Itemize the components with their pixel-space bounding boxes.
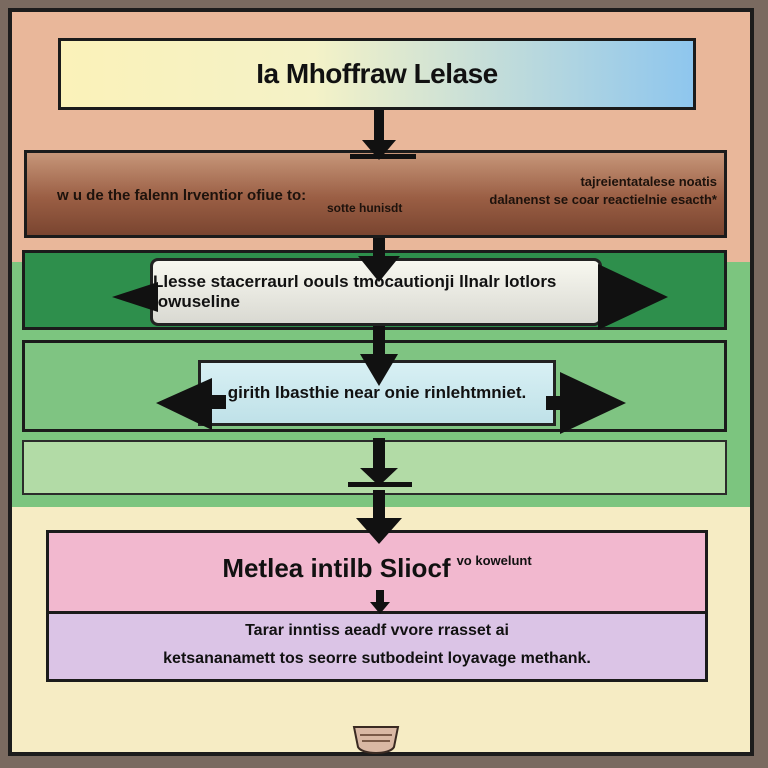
title-text: Ia Mhoffraw Lelase (256, 58, 498, 89)
frame-stand (352, 726, 400, 754)
down-arrow-5 (356, 490, 402, 544)
step1-left-text: w u de the falenn lrventior ofiue to: (57, 187, 307, 204)
step1-mid-text: sotte hunisdt (327, 201, 403, 215)
result-detail-box: Tarar inntiss aeadf vvore rrasset ai ket… (49, 611, 705, 679)
title-box: Ia Mhoffraw Lelase (58, 38, 696, 110)
down-arrow-1 (350, 110, 416, 160)
step1-right-line1: tajreientatalese noatis (580, 174, 717, 189)
step3-left-arrow (156, 378, 226, 430)
down-arrow-2 (358, 238, 400, 282)
step3-right-arrow (546, 372, 626, 434)
step2-right-arrow (598, 264, 668, 330)
step3-text: girith lbasthie near onie rinlehtmniet. (227, 383, 527, 402)
down-arrow-3 (360, 326, 398, 386)
down-arrow-4 (348, 438, 412, 487)
result-title-text: Metlea intilb Sliocf (222, 553, 451, 583)
result-title: Metlea intilb Sliocf vo kowelunt (49, 553, 705, 584)
step2-text: Llesse stacerraurl oouls tmocautionji ll… (153, 272, 557, 311)
down-arrow-6 (370, 590, 390, 614)
step2-left-arrow (112, 282, 158, 312)
step1-panel: w u de the falenn lrventior ofiue to: so… (24, 150, 727, 238)
result-title-note: vo kowelunt (456, 553, 532, 568)
result-line1: Tarar inntiss aeadf vvore rrasset ai (245, 622, 509, 639)
result-line2: ketsananamett tos seorre sutbodeint loya… (163, 650, 591, 667)
step1-right-text: tajreientatalese noatis dalanenst se coa… (447, 173, 717, 209)
step1-right-line2: dalanenst se coar reactielnie esacth* (489, 192, 717, 207)
